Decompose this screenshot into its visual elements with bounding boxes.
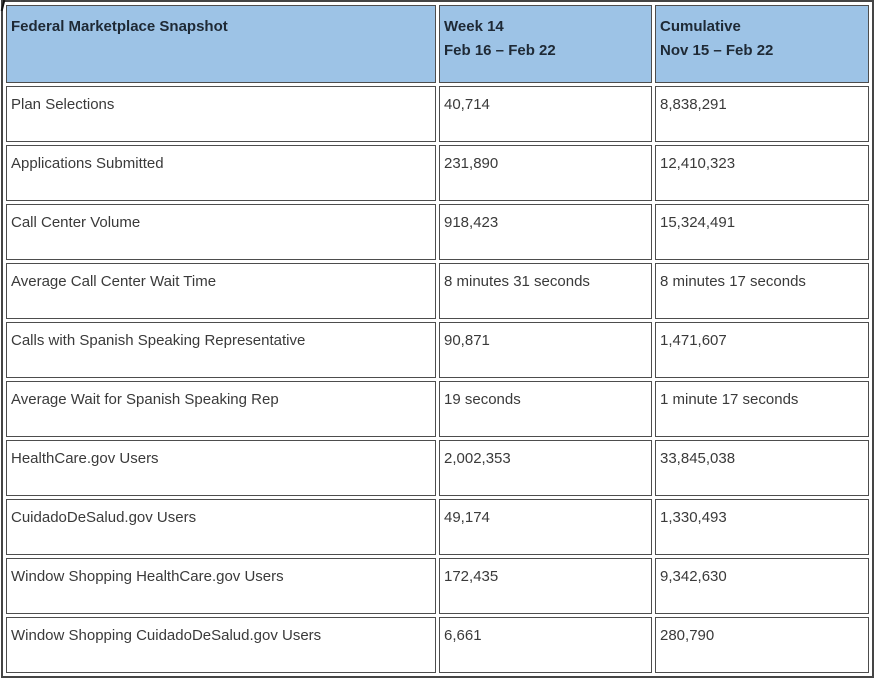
- week-value: 40,714: [439, 86, 652, 142]
- table-row: Calls with Spanish Speaking Representati…: [6, 322, 869, 378]
- row-label: HealthCare.gov Users: [6, 440, 436, 496]
- week-value: 6,661: [439, 617, 652, 673]
- week-header-line2: Feb 16 – Feb 22: [444, 42, 556, 59]
- cumulative-value: 8 minutes 17 seconds: [655, 263, 869, 319]
- row-label: Average Call Center Wait Time: [6, 263, 436, 319]
- week-value: 8 minutes 31 seconds: [439, 263, 652, 319]
- table-row: Average Call Center Wait Time 8 minutes …: [6, 263, 869, 319]
- header-cell-week: Week 14 Feb 16 – Feb 22: [439, 5, 652, 83]
- row-label: Plan Selections: [6, 86, 436, 142]
- table-row: Applications Submitted 231,890 12,410,32…: [6, 145, 869, 201]
- row-label: Calls with Spanish Speaking Representati…: [6, 322, 436, 378]
- table-title: Federal Marketplace Snapshot: [11, 18, 228, 35]
- table-row: HealthCare.gov Users 2,002,353 33,845,03…: [6, 440, 869, 496]
- cumulative-header-line2: Nov 15 – Feb 22: [660, 42, 774, 59]
- week-value: 90,871: [439, 322, 652, 378]
- header-row: Federal Marketplace Snapshot Week 14 Feb…: [6, 5, 869, 83]
- row-label: Call Center Volume: [6, 204, 436, 260]
- table-row: Window Shopping CuidadoDeSalud.gov Users…: [6, 617, 869, 673]
- header-cell-title: Federal Marketplace Snapshot: [6, 5, 436, 83]
- table-row: Plan Selections 40,714 8,838,291: [6, 86, 869, 142]
- row-label: Applications Submitted: [6, 145, 436, 201]
- table-row: Window Shopping HealthCare.gov Users 172…: [6, 558, 869, 614]
- cumulative-value: 15,324,491: [655, 204, 869, 260]
- week-header-line1: Week 14: [444, 18, 504, 35]
- week-value: 172,435: [439, 558, 652, 614]
- week-value: 2,002,353: [439, 440, 652, 496]
- cumulative-header-line1: Cumulative: [660, 18, 741, 35]
- row-label: Average Wait for Spanish Speaking Rep: [6, 381, 436, 437]
- cumulative-value: 1,330,493: [655, 499, 869, 555]
- cumulative-value: 33,845,038: [655, 440, 869, 496]
- row-label: CuidadoDeSalud.gov Users: [6, 499, 436, 555]
- cumulative-value: 8,838,291: [655, 86, 869, 142]
- header-cell-cumulative: Cumulative Nov 15 – Feb 22: [655, 5, 869, 83]
- week-value: 231,890: [439, 145, 652, 201]
- week-value: 918,423: [439, 204, 652, 260]
- row-label: Window Shopping HealthCare.gov Users: [6, 558, 436, 614]
- cumulative-value: 1,471,607: [655, 322, 869, 378]
- row-label: Window Shopping CuidadoDeSalud.gov Users: [6, 617, 436, 673]
- week-value: 49,174: [439, 499, 652, 555]
- cumulative-value: 1 minute 17 seconds: [655, 381, 869, 437]
- table-row: Call Center Volume 918,423 15,324,491: [6, 204, 869, 260]
- cumulative-value: 12,410,323: [655, 145, 869, 201]
- table-row: Average Wait for Spanish Speaking Rep 19…: [6, 381, 869, 437]
- table-row: CuidadoDeSalud.gov Users 49,174 1,330,49…: [6, 499, 869, 555]
- cumulative-value: 9,342,630: [655, 558, 869, 614]
- cumulative-value: 280,790: [655, 617, 869, 673]
- week-value: 19 seconds: [439, 381, 652, 437]
